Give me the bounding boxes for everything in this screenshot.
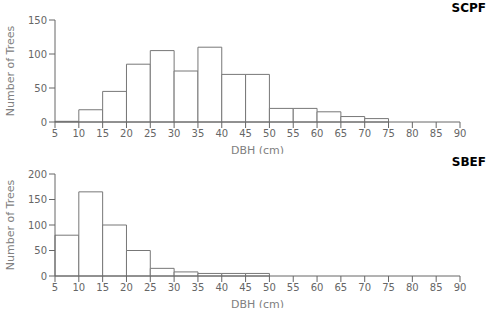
svg-text:20: 20 [120,282,133,293]
svg-text:15: 15 [96,282,109,293]
svg-text:200: 200 [28,170,47,180]
svg-text:40: 40 [215,282,228,293]
svg-text:65: 65 [335,282,348,293]
svg-text:75: 75 [382,128,395,139]
svg-text:30: 30 [168,128,181,139]
svg-text:55: 55 [287,128,300,139]
svg-text:70: 70 [358,282,371,293]
svg-text:75: 75 [382,282,395,293]
svg-text:35: 35 [192,128,205,139]
svg-text:5: 5 [52,128,58,139]
svg-text:30: 30 [168,282,181,293]
svg-text:Number of Trees: Number of Trees [8,180,17,271]
svg-text:20: 20 [120,128,133,139]
svg-text:100: 100 [28,49,47,60]
svg-text:35: 35 [192,282,205,293]
svg-text:55: 55 [287,282,300,293]
svg-text:25: 25 [144,128,157,139]
svg-text:45: 45 [239,282,252,293]
svg-text:80: 80 [406,282,419,293]
svg-text:85: 85 [430,128,443,139]
svg-text:DBH (cm): DBH (cm) [231,298,284,308]
svg-text:10: 10 [72,128,85,139]
svg-text:50: 50 [263,282,276,293]
svg-text:65: 65 [335,128,348,139]
svg-text:85: 85 [430,282,443,293]
svg-text:0: 0 [41,117,47,128]
svg-text:150: 150 [28,16,47,26]
svg-text:100: 100 [28,220,47,231]
svg-text:50: 50 [263,128,276,139]
svg-text:90: 90 [454,128,467,139]
svg-text:150: 150 [28,194,47,205]
svg-text:15: 15 [96,128,109,139]
svg-text:90: 90 [454,282,467,293]
svg-text:DBH (cm): DBH (cm) [231,144,284,154]
svg-text:5: 5 [52,282,58,293]
svg-text:60: 60 [311,128,324,139]
svg-text:80: 80 [406,128,419,139]
svg-text:70: 70 [358,128,371,139]
html-text:SBEF: SBEF [451,155,486,169]
svg-text:50: 50 [34,245,47,256]
svg-text:25: 25 [144,282,157,293]
svg-text:Number of Trees: Number of Trees [8,26,17,117]
html-text:SCPF: SCPF [451,1,486,15]
svg-text:50: 50 [34,83,47,94]
svg-text:0: 0 [41,271,47,282]
svg-text:10: 10 [72,282,85,293]
svg-text:45: 45 [239,128,252,139]
svg-text:60: 60 [311,282,324,293]
svg-text:40: 40 [215,128,228,139]
